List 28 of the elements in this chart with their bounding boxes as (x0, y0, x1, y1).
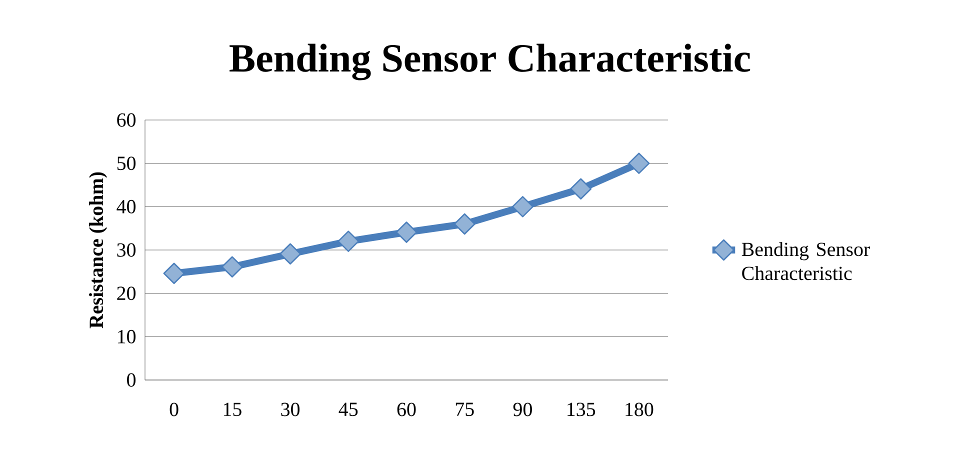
x-tick-label: 45 (338, 402, 358, 416)
y-tick-label: 30 (117, 243, 136, 257)
y-tick-label: 20 (117, 286, 136, 300)
chart-title: Bending Sensor Characteristic (230, 44, 750, 80)
point (628, 152, 650, 174)
y-tick-label: 40 (116, 200, 136, 214)
point (163, 262, 185, 284)
point (396, 222, 418, 243)
y-tick-label: 0 (127, 373, 136, 387)
y-axis-title: Resistance (kohm) (89, 172, 108, 328)
x-tick-label: 180 (626, 402, 654, 416)
point (570, 178, 592, 200)
x-tick-label: 0 (170, 402, 178, 416)
point (454, 213, 476, 235)
point (279, 243, 302, 265)
x-tick-label: 30 (281, 402, 300, 416)
legend-label: Bending Sensor Characteristic (742, 242, 870, 280)
y-tick-label: 60 (117, 113, 136, 127)
point (221, 256, 243, 278)
x-tick-label: 15 (224, 402, 242, 416)
x-tick-label: 60 (397, 402, 416, 416)
y-tick-label: 10 (118, 330, 136, 344)
point (512, 196, 534, 218)
x-tick-label: 135 (568, 402, 596, 416)
x-tick-label: 90 (513, 402, 532, 416)
y-tick-label: 50 (117, 156, 136, 170)
point (338, 230, 360, 252)
x-tick-label: 75 (456, 402, 474, 416)
